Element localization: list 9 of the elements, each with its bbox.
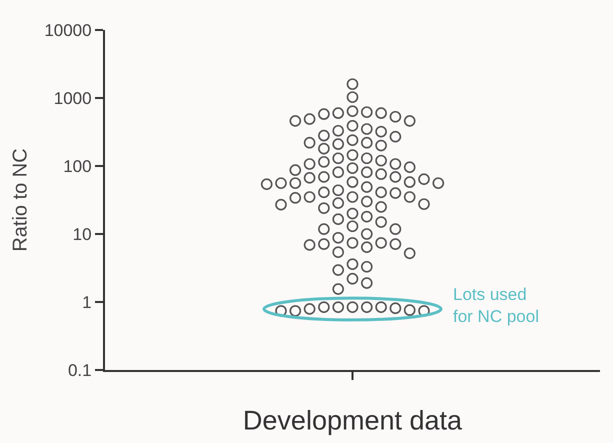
annotation: Lots used for NC pool — [453, 285, 539, 326]
y-tick-label: 100 — [63, 156, 92, 176]
y-tick-label: 1000 — [54, 88, 92, 108]
y-tick-label: 10000 — [44, 20, 92, 40]
y-tick-label: 10 — [72, 224, 92, 244]
y-tick-label: 1 — [82, 292, 92, 312]
x-axis-title: Development data — [242, 405, 464, 436]
y-axis-title: Ratio to NC — [9, 148, 32, 252]
y-tick-label: 0.1 — [68, 360, 92, 380]
